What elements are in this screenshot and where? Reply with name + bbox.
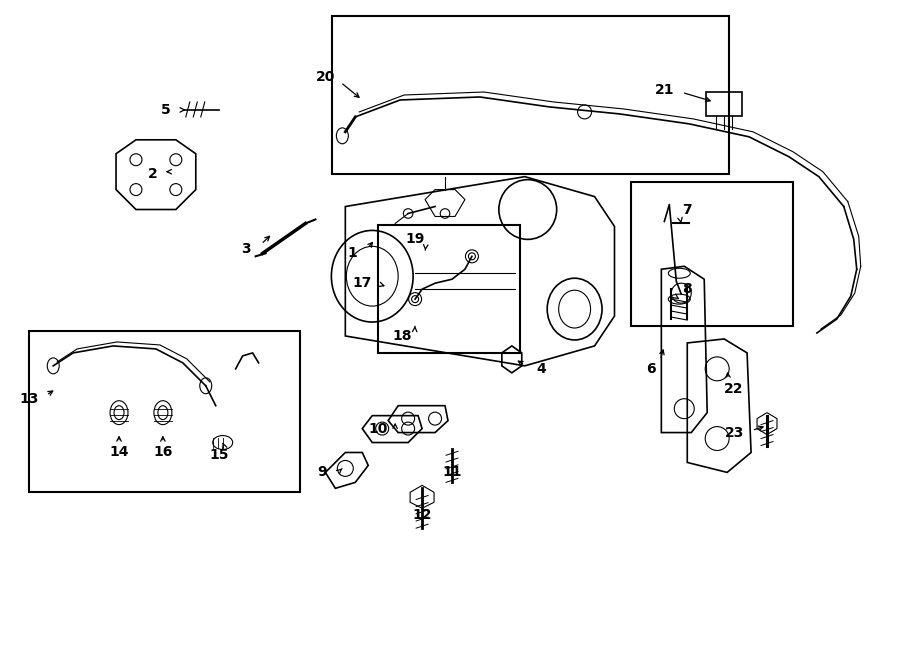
Text: 22: 22 (724, 382, 744, 396)
Text: 14: 14 (109, 446, 129, 459)
Text: 3: 3 (241, 243, 250, 256)
Text: 8: 8 (682, 282, 692, 296)
Text: 4: 4 (536, 362, 546, 376)
Text: 1: 1 (347, 247, 357, 260)
Text: 16: 16 (153, 446, 173, 459)
Text: 7: 7 (682, 202, 692, 217)
Text: 18: 18 (392, 329, 412, 343)
Text: 15: 15 (209, 448, 229, 463)
Text: 12: 12 (412, 508, 432, 522)
Text: 13: 13 (20, 392, 39, 406)
Text: 2: 2 (148, 167, 157, 180)
Text: 17: 17 (353, 276, 372, 290)
Text: 19: 19 (405, 233, 425, 247)
Text: 11: 11 (442, 465, 462, 479)
Text: 6: 6 (646, 362, 656, 376)
Bar (632, 182, 793, 326)
Text: 21: 21 (654, 83, 674, 97)
Text: 9: 9 (318, 465, 328, 479)
Text: 5: 5 (161, 103, 171, 117)
Text: 23: 23 (724, 426, 743, 440)
Bar (332, 17, 729, 174)
Text: 20: 20 (316, 70, 335, 84)
Text: 10: 10 (368, 422, 388, 436)
Bar (378, 225, 520, 353)
Bar (30, 331, 301, 492)
Bar (706, 92, 742, 116)
